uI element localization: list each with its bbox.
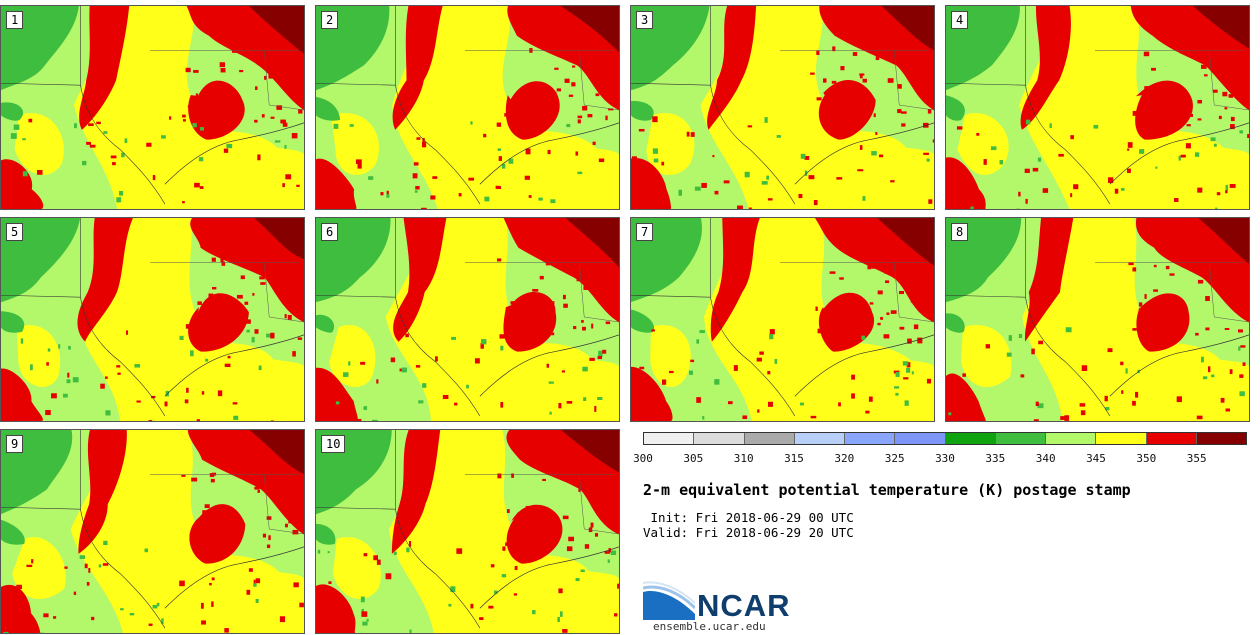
- colorbar-segment: [995, 433, 1046, 444]
- stamp-number-label: 7: [636, 223, 654, 241]
- ensemble-url[interactable]: ensemble.ucar.edu: [653, 620, 766, 633]
- colorbar-tick-label: 335: [985, 452, 1006, 465]
- colorbar-segment: [1146, 433, 1197, 444]
- postage-stamp-map: 5: [0, 217, 305, 422]
- colorbar-segment: [1096, 433, 1147, 444]
- colorbar-tick-label: 320: [834, 452, 855, 465]
- colorbar-segment: [845, 433, 896, 444]
- stamp-number-label: 5: [6, 223, 24, 241]
- stamp-number-label: 2: [321, 11, 339, 29]
- postage-stamp-map: 6: [315, 217, 620, 422]
- postage-stamp-map: 7: [630, 217, 935, 422]
- stamp-number-label: 9: [6, 435, 24, 453]
- stamp-number-label: 6: [321, 223, 339, 241]
- stamp-number-label: 3: [636, 11, 654, 29]
- valid-time: Valid: Fri 2018-06-29 20 UTC: [643, 525, 854, 540]
- colorbar-tick-label: 310: [733, 452, 754, 465]
- colorbar-segment: [945, 433, 996, 444]
- colorbar-tick-label: 300: [633, 452, 653, 465]
- stamp-number-label: 1: [6, 11, 24, 29]
- stamp-number-label: 10: [321, 435, 346, 453]
- colorbar-segment: [794, 433, 845, 444]
- colorbar: [643, 432, 1247, 445]
- colorbar-segment: [1196, 433, 1246, 444]
- chart-title: 2-m equivalent potential temperature (K)…: [643, 481, 1131, 499]
- ncar-logo-icon: [643, 578, 695, 620]
- colorbar-tick-label: 315: [784, 452, 804, 465]
- colorbar-tick-label: 355: [1186, 452, 1207, 465]
- postage-stamp-map: 4: [945, 5, 1250, 210]
- postage-stamp-map: 10: [315, 429, 620, 634]
- colorbar-segment: [694, 433, 745, 444]
- colorbar-tick-label: 340: [1035, 452, 1056, 465]
- colorbar-segment: [744, 433, 795, 444]
- colorbar-segment: [644, 433, 695, 444]
- init-time: Init: Fri 2018-06-29 00 UTC: [643, 510, 854, 525]
- colorbar-tick-label: 305: [683, 452, 704, 465]
- postage-stamp-map: 1: [0, 5, 305, 210]
- colorbar-segment: [895, 433, 946, 444]
- colorbar-tick-label: 330: [935, 452, 955, 465]
- postage-stamp-map: 8: [945, 217, 1250, 422]
- postage-stamp-map: 3: [630, 5, 935, 210]
- colorbar-tick-label: 325: [884, 452, 905, 465]
- colorbar-tick-label: 350: [1136, 452, 1157, 465]
- colorbar-segment: [1046, 433, 1097, 444]
- colorbar-tick-label: 345: [1086, 452, 1106, 465]
- postage-stamp-map: 9: [0, 429, 305, 634]
- stamp-number-label: 8: [951, 223, 969, 241]
- postage-stamp-map: 2: [315, 5, 620, 210]
- ncar-logo-text: NCAR: [697, 588, 791, 623]
- stamp-number-label: 4: [951, 11, 969, 29]
